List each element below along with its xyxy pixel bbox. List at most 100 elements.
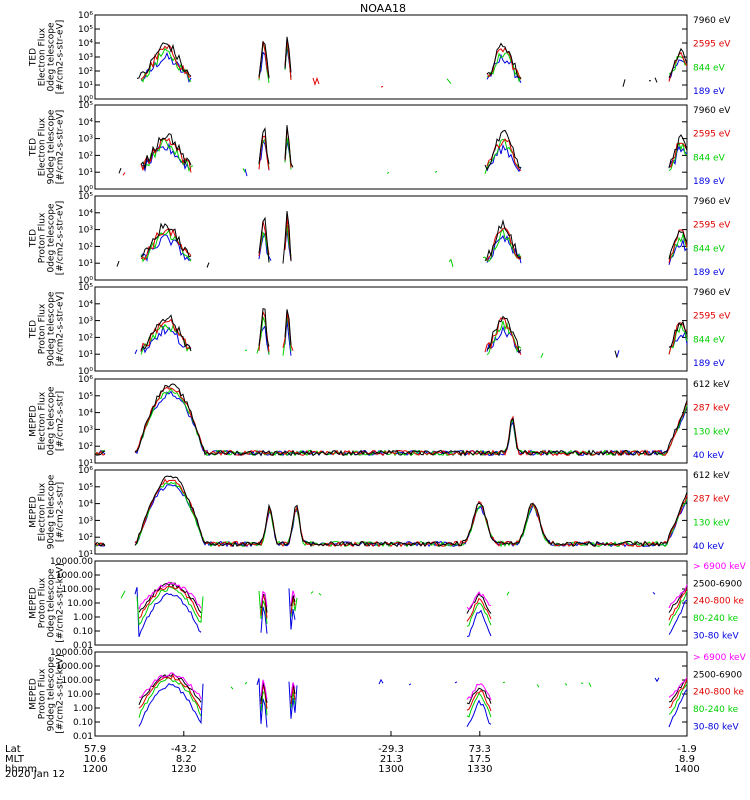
legend-entry: 844 eV	[693, 63, 726, 73]
series-trace	[118, 125, 688, 174]
y-tick-label: 10⁶	[78, 11, 93, 21]
series-trace	[94, 386, 688, 457]
legend-entry: 844 eV	[693, 153, 726, 163]
panel-4: 10⁰ 10¹ 10² 10³ 10⁴ 10⁵ TEDProton Flux90deg te…	[29, 283, 732, 377]
series-trace	[138, 677, 688, 718]
panel-5: 10¹ 10² 10³ 10⁴ 10⁵ 10⁶ MEPEDElectron Flux0deg…	[29, 375, 731, 469]
x-tick-label: 10.6	[84, 754, 106, 765]
x-tick-label: -29.3	[378, 744, 404, 755]
y-axis-label-line: 90deg telescope	[47, 109, 57, 184]
series-trace	[140, 309, 688, 355]
y-axis-label: TEDProton Flux90deg telescope[#/cm2-s-st…	[29, 291, 66, 366]
series-trace	[140, 229, 688, 265]
y-axis-label-line: [#/cm2-s-str]	[56, 482, 66, 542]
legend-entry: 30-80 keV	[693, 631, 739, 641]
y-axis-label-line: [#/cm2-s-str-eV]	[56, 292, 66, 367]
y-axis-label-line: TED	[29, 320, 39, 339]
legend-entry: 844 eV	[693, 335, 726, 345]
x-tick-label: 8.2	[176, 754, 192, 765]
y-axis-label: MEPEDElectron Flux0deg telescope[#/cm2-s…	[29, 386, 66, 456]
y-tick-label: 10³	[78, 53, 93, 63]
series-trace	[140, 47, 688, 84]
y-tick-label: 10³	[78, 425, 93, 435]
x-tick-label: 57.9	[84, 744, 106, 755]
y-axis-label-line: MEPED	[29, 405, 39, 437]
series-trace	[138, 581, 688, 614]
legend-entry: 80-240 ke	[693, 705, 739, 715]
legend-entry: 189 eV	[693, 87, 726, 97]
legend-entry: 80-240 ke	[693, 614, 739, 624]
panel-frame	[94, 560, 688, 646]
y-tick-label: 10²	[78, 333, 93, 343]
y-tick-label: 10³	[78, 317, 93, 327]
y-tick-label: 10²	[78, 242, 93, 252]
series-trace	[94, 383, 688, 457]
y-tick-label: 10²	[78, 151, 93, 161]
series-trace	[138, 672, 688, 701]
y-axis-label-line: [#/cm2-s-str]	[56, 391, 66, 451]
x-tick-label: 1230	[171, 764, 196, 775]
y-tick-label: 10⁵	[78, 483, 93, 493]
y-tick-label: 10⁰	[78, 276, 93, 286]
series-trace	[138, 585, 688, 622]
y-tick-label: 10⁵	[78, 25, 93, 35]
date-label: 2020 Jan 12	[5, 769, 65, 780]
y-axis-label-line: Electron Flux	[38, 27, 48, 86]
legend-entry: 189 eV	[693, 268, 726, 278]
y-axis-label-line: [#/cm2-s-str-keV]	[56, 563, 66, 642]
legend-entry: > 6900 keV	[693, 653, 747, 663]
x-tick-label: 1300	[378, 764, 403, 775]
panel-3: 10⁰ 10¹ 10² 10³ 10⁴ 10⁵ TEDProton Flux0deg tel…	[29, 192, 732, 286]
y-axis-label-line: MEPED	[29, 496, 39, 528]
legend-entry: 2595 eV	[693, 221, 731, 231]
y-tick-label: 10⁴	[78, 118, 93, 128]
y-tick-label: 0.10	[73, 718, 93, 728]
panel-frame	[94, 195, 688, 281]
y-axis-label-line: Electron Flux	[38, 117, 48, 176]
legend-entry: 7960 eV	[693, 288, 731, 298]
x-tick-label: 21.3	[380, 754, 402, 765]
y-axis-label-line: MEPED	[29, 587, 39, 619]
series-trace	[140, 39, 688, 88]
y-tick-label: 10000.00	[50, 557, 93, 567]
y-axis-label-line: 90deg telescope	[47, 291, 57, 366]
y-axis-label-line: 0deg telescope	[47, 386, 57, 456]
panel-frame	[94, 14, 688, 100]
y-tick-label: 10³	[78, 226, 93, 236]
chart-title: NOAA18	[360, 2, 406, 15]
x-tick-label: -1.9	[677, 744, 697, 755]
legend-entry: 7960 eV	[693, 197, 731, 207]
x-tick-label: 1400	[674, 764, 699, 775]
series-trace	[116, 211, 688, 268]
y-axis-label-line: 0deg telescope	[47, 22, 57, 92]
y-axis-label-line: MEPED	[29, 678, 39, 710]
y-tick-label: 10⁰	[78, 185, 93, 195]
series-trace	[140, 315, 688, 358]
y-tick-label: 10¹	[78, 550, 93, 560]
y-tick-label: 10¹	[78, 81, 93, 91]
y-tick-label: 10²	[78, 67, 93, 77]
series-trace	[138, 672, 688, 705]
y-axis-label-line: 0deg telescope	[47, 568, 57, 638]
x-row-label: Lat	[5, 744, 21, 755]
legend-entry: 189 eV	[693, 359, 726, 369]
y-tick-label: 100.00	[62, 585, 94, 595]
panel-8: 0.010.101.0010.00100.001000.0010000.00ME…	[29, 648, 747, 742]
y-tick-label: 0.01	[73, 732, 93, 742]
y-tick-label: 10⁰	[78, 367, 93, 377]
legend-entry: 7960 eV	[693, 16, 731, 26]
series-trace	[138, 581, 688, 611]
panel-frame	[94, 378, 688, 464]
x-row-label: MLT	[5, 754, 25, 765]
x-tick-label: -43.2	[171, 744, 197, 755]
legend-entry: 189 eV	[693, 177, 726, 187]
panel-frame	[94, 104, 688, 190]
series-trace	[120, 585, 688, 627]
y-axis-label-line: [#/cm2-s-str-eV]	[56, 110, 66, 185]
y-tick-label: 0.10	[73, 627, 93, 637]
y-axis-label-line: Electron Flux	[38, 391, 48, 450]
series-trace	[138, 674, 688, 712]
